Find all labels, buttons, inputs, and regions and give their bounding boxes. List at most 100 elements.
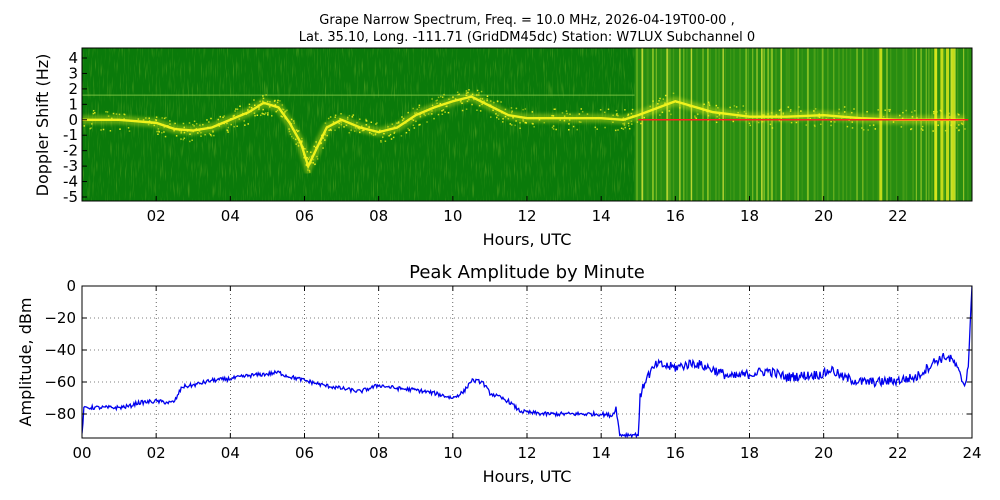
amplitude-x-tick-label: 08 (369, 444, 388, 462)
trace-speckle (612, 114, 614, 117)
trace-speckle (348, 131, 350, 134)
trace-speckle (297, 130, 300, 132)
trace-speckle (707, 101, 710, 104)
trace-speckle (89, 127, 91, 130)
trace-speckle (282, 108, 284, 111)
trace-speckle (798, 106, 800, 108)
trace-speckle (901, 117, 904, 120)
trace-speckle (670, 113, 672, 116)
trace-speckle (334, 116, 336, 118)
trace-speckle (404, 122, 407, 124)
trace-speckle (478, 94, 480, 96)
trace-speckle (729, 106, 731, 109)
trace-speckle (212, 131, 214, 133)
spectrogram-vertical-interference (82, 48, 969, 201)
trace-speckle (330, 129, 332, 132)
trace-speckle (586, 113, 589, 115)
trace-speckle (402, 117, 405, 120)
spectrogram-x-tick-label: 18 (740, 207, 759, 225)
trace-speckle (659, 97, 661, 100)
strong-interference-stripe (934, 48, 938, 201)
trace-speckle (604, 126, 606, 129)
trace-speckle (615, 109, 618, 112)
trace-speckle (511, 110, 513, 113)
trace-speckle (490, 100, 492, 102)
interference-stripe (683, 48, 685, 201)
trace-speckle (687, 104, 690, 107)
trace-speckle (622, 128, 625, 130)
trace-speckle (183, 126, 185, 129)
trace-speckle (957, 113, 959, 115)
trace-speckle (262, 113, 265, 115)
trace-speckle (369, 131, 371, 134)
trace-speckle (319, 142, 322, 145)
interference-stripe (724, 48, 726, 201)
trace-speckle (310, 159, 312, 162)
trace-speckle (888, 110, 891, 113)
trace-speckle (271, 115, 273, 117)
spectrogram-x-tick-label: 06 (295, 207, 314, 225)
trace-speckle (269, 106, 271, 108)
trace-speckle (258, 108, 260, 111)
trace-speckle (465, 94, 467, 97)
amplitude-x-label: Hours, UTC (483, 467, 572, 486)
trace-speckle (200, 131, 202, 134)
trace-speckle (173, 129, 175, 132)
trace-speckle (551, 114, 553, 117)
trace-speckle (322, 147, 324, 149)
trace-speckle (886, 117, 889, 120)
trace-speckle (617, 114, 619, 117)
trace-speckle (559, 119, 561, 122)
interference-stripe (745, 48, 748, 201)
trace-speckle (338, 122, 340, 125)
trace-speckle (565, 110, 568, 112)
trace-speckle (397, 120, 400, 123)
trace-speckle (437, 113, 440, 116)
trace-speckle (412, 124, 415, 127)
trace-speckle (658, 99, 660, 102)
trace-speckle (715, 121, 718, 124)
trace-speckle (209, 133, 212, 136)
amplitude-panel: 00 02 04 06 08 10 12 14 16 18 20 22 24 0 −20 −40 −60 −80… (16, 277, 982, 486)
amplitude-x-tick-label: 04 (221, 444, 240, 462)
trace-speckle (524, 121, 527, 124)
amplitude-x-tick-label: 20 (814, 444, 833, 462)
interference-stripe (806, 48, 809, 201)
spectrogram-x-tick-label: 16 (666, 207, 685, 225)
trace-speckle (285, 110, 287, 112)
trace-speckle (262, 97, 265, 100)
trace-speckle (309, 162, 311, 164)
trace-speckle (652, 100, 654, 102)
trace-speckle (443, 93, 445, 96)
trace-speckle (238, 118, 240, 120)
trace-speckle (623, 122, 626, 125)
trace-speckle (393, 132, 396, 134)
spectrogram-y-tick-label: -2 (63, 142, 78, 160)
trace-speckle (830, 124, 832, 127)
trace-speckle (867, 129, 870, 131)
trace-speckle (293, 122, 295, 124)
trace-speckle (911, 111, 913, 113)
trace-speckle (245, 113, 248, 115)
interference-stripe (954, 48, 956, 201)
trace-speckle (861, 127, 863, 129)
trace-speckle (150, 122, 153, 125)
trace-speckle (936, 111, 938, 113)
trace-speckle (700, 108, 703, 110)
trace-speckle (659, 114, 661, 116)
trace-speckle (561, 112, 564, 114)
trace-speckle (239, 105, 241, 107)
doppler-trace-core (82, 95, 965, 170)
trace-speckle (612, 121, 614, 124)
trace-speckle (393, 131, 396, 133)
trace-speckle (253, 104, 256, 107)
trace-speckle (902, 111, 904, 114)
trace-speckle (501, 112, 503, 114)
trace-speckle (851, 121, 854, 123)
trace-speckle (412, 107, 414, 110)
trace-speckle (416, 108, 419, 111)
trace-speckle (649, 105, 651, 108)
trace-speckle (292, 137, 295, 140)
trace-speckle (370, 121, 373, 124)
trace-speckle (624, 119, 627, 122)
